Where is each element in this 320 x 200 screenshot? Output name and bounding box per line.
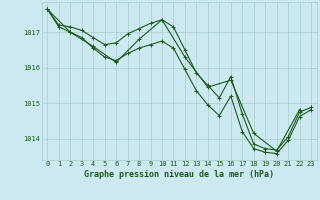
X-axis label: Graphe pression niveau de la mer (hPa): Graphe pression niveau de la mer (hPa) bbox=[84, 170, 274, 179]
